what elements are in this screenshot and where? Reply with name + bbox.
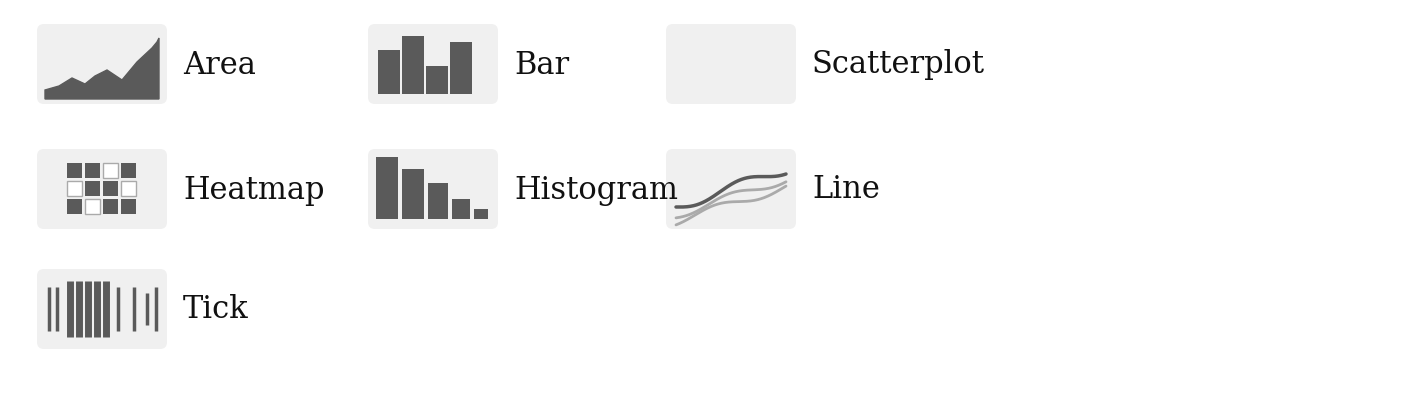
Bar xyxy=(84,199,100,214)
Text: Tick: Tick xyxy=(183,294,249,325)
FancyBboxPatch shape xyxy=(666,150,796,230)
Bar xyxy=(377,51,400,95)
Text: Scatterplot: Scatterplot xyxy=(812,50,986,80)
Bar xyxy=(84,182,100,197)
FancyBboxPatch shape xyxy=(666,25,796,105)
Bar xyxy=(121,164,137,178)
Bar xyxy=(68,199,82,214)
Bar xyxy=(451,43,472,95)
Bar xyxy=(376,158,398,219)
Bar xyxy=(103,199,118,214)
Bar xyxy=(103,164,118,178)
FancyBboxPatch shape xyxy=(37,25,168,105)
FancyBboxPatch shape xyxy=(37,269,168,349)
Bar xyxy=(68,182,82,197)
Bar xyxy=(121,182,137,197)
Bar xyxy=(403,170,424,219)
Polygon shape xyxy=(45,39,159,100)
Bar xyxy=(84,164,100,178)
Bar xyxy=(403,37,424,95)
Text: Bar: Bar xyxy=(514,50,569,80)
Text: Line: Line xyxy=(812,174,880,205)
Bar xyxy=(68,164,82,178)
FancyBboxPatch shape xyxy=(37,150,168,230)
Text: Area: Area xyxy=(183,50,256,80)
Bar xyxy=(474,209,489,219)
Text: Histogram: Histogram xyxy=(514,174,679,205)
FancyBboxPatch shape xyxy=(367,150,498,230)
Bar xyxy=(121,199,137,214)
Bar xyxy=(428,183,448,219)
Text: Heatmap: Heatmap xyxy=(183,174,324,205)
Bar xyxy=(452,199,470,219)
FancyBboxPatch shape xyxy=(367,25,498,105)
Bar xyxy=(103,182,118,197)
Bar xyxy=(427,67,448,95)
